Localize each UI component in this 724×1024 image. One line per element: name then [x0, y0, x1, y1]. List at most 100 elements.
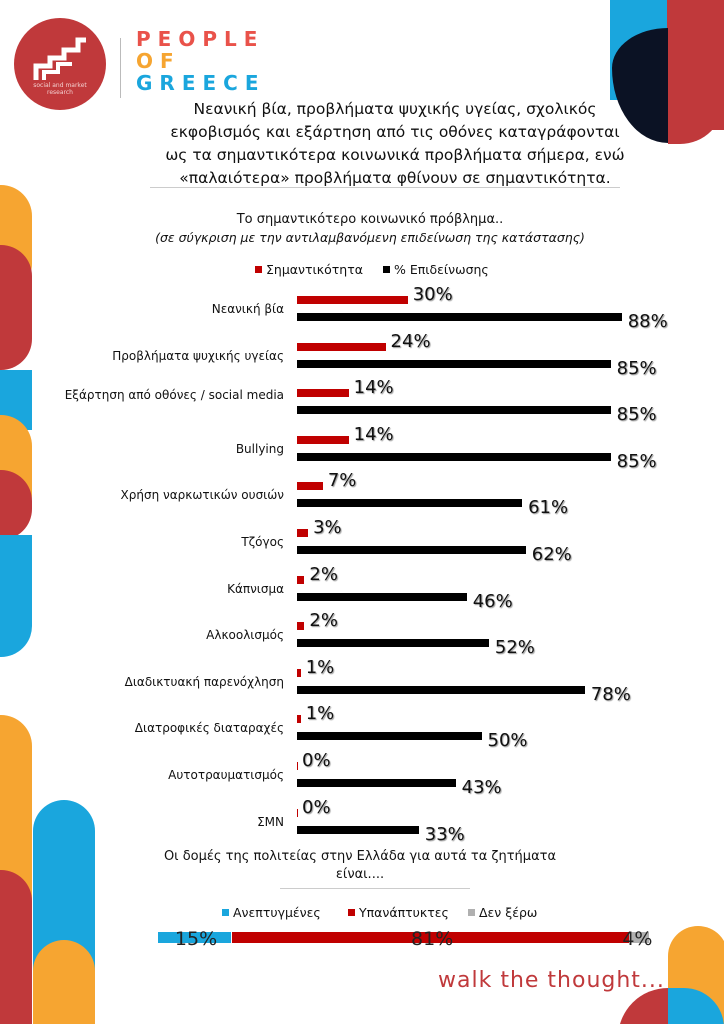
legend-item-worsening: % Επιδείνωσης [383, 262, 489, 277]
worsening-bar [297, 546, 526, 554]
chart-subtitle: (σε σύγκριση με την αντιλαμβανόμενη επιδ… [155, 230, 585, 245]
importance-bar [297, 482, 323, 491]
category-label: Τζόγος [241, 535, 284, 549]
worsening-value-label: 78% [590, 683, 631, 705]
logo-divider [120, 38, 121, 98]
structures-segment-label: 81% [411, 928, 454, 950]
importance-bar [297, 762, 298, 770]
legend-swatch [255, 266, 262, 273]
worsening-value-label: 43% [461, 777, 502, 798]
worsening-value-label: 46% [472, 590, 513, 612]
deco-left-blue-2 [0, 535, 32, 657]
chart-title: Το σημαντικότερο κοινωνικό πρόβλημα.. [236, 212, 504, 227]
category-label: Διατροφικές διαταραχές [134, 721, 284, 736]
category-label: Εξάρτηση από οθόνες / social media [64, 388, 284, 403]
brand-line-1: PEOPLE [136, 27, 265, 51]
importance-bar [297, 389, 349, 398]
category-label: Αυτοτραυματισμός [168, 768, 284, 782]
tagline: walk the thought... [438, 968, 665, 993]
worsening-value-label: 88% [627, 311, 668, 332]
importance-bar [297, 435, 349, 444]
importance-bar [297, 575, 305, 584]
structures-segment-label: 4% [622, 928, 653, 950]
legend-swatch [348, 909, 355, 916]
worsening-bar [297, 406, 611, 415]
structures-title-divider [280, 888, 470, 889]
legend-label: Υπανάπτυκτες [359, 905, 449, 920]
importance-value-label: 30% [412, 284, 453, 305]
legend-label: Σημαντικότητα [266, 262, 363, 277]
structures-segment [231, 932, 630, 943]
worsening-value-label: 61% [528, 497, 569, 519]
worsening-value-label: 62% [531, 544, 572, 565]
structures-segment [158, 932, 231, 943]
worsening-value-label: 85% [616, 404, 657, 426]
category-label: Bullying [235, 441, 284, 456]
structures-legend-item: Δεν ξέρω [468, 905, 537, 920]
deco-left-red-3 [0, 870, 32, 1024]
worsening-bar [297, 779, 456, 787]
worsening-value-label: 52% [494, 637, 535, 659]
category-label: Διαδικτυακή παρενόχληση [124, 674, 284, 689]
category-label: Χρήση ναρκωτικών ουσιών [120, 488, 284, 503]
importance-value-label: 1% [305, 703, 335, 725]
importance-value-label: 14% [353, 423, 394, 445]
worsening-bar [297, 825, 419, 834]
brand-line-3: GREECE [136, 71, 266, 95]
importance-bar [297, 668, 301, 677]
worsening-bar [297, 732, 482, 741]
worsening-bar [297, 499, 523, 508]
legend-label: % Επιδείνωσης [394, 262, 489, 277]
importance-bar [297, 296, 408, 304]
brand-line-2: OF [136, 49, 181, 73]
importance-value-label: 24% [390, 330, 431, 352]
importance-bar [297, 622, 305, 631]
legend-swatch [383, 266, 390, 273]
importance-value-label: 1% [305, 656, 335, 678]
headline-divider [150, 187, 620, 188]
worsening-bar [297, 639, 489, 648]
legend-swatch [468, 909, 475, 916]
structures-legend-item: Υπανάπτυκτες [348, 905, 449, 920]
category-label: Αλκοολισμός [206, 628, 284, 643]
worsening-value-label: 33% [424, 823, 465, 845]
company-logo [14, 18, 106, 110]
worsening-value-label: 50% [487, 730, 528, 752]
worsening-value-label: 85% [616, 450, 657, 472]
legend-swatch [222, 909, 229, 916]
logo-mark-icon [33, 37, 86, 80]
importance-bar [297, 808, 298, 817]
worsening-bar [297, 452, 611, 461]
importance-bar [297, 715, 301, 724]
structures-segment-label: 15% [174, 928, 218, 950]
importance-value-label: 0% [302, 750, 331, 771]
structures-chart-title: Οι δομές της πολιτείας στην Ελλάδα για α… [163, 849, 557, 882]
category-label: ΣΜΝ [257, 814, 284, 829]
legend-label: Δεν ξέρω [479, 905, 538, 920]
deco-bottom-right-red [618, 988, 668, 1024]
importance-value-label: 0% [302, 796, 331, 818]
structures-legend-item: Ανεπτυγμένες [222, 905, 321, 920]
worsening-bar [297, 592, 467, 601]
importance-value-label: 2% [309, 610, 338, 632]
category-label: Προβλήματα ψυχικής υγείας [112, 348, 284, 363]
category-label: Νεανική βία [211, 302, 284, 316]
category-label: Κάπνισμα [227, 581, 284, 596]
importance-bar [297, 529, 309, 537]
structures-segment [630, 932, 649, 943]
importance-bar [297, 342, 386, 351]
worsening-bar [297, 313, 622, 321]
legend-label: Ανεπτυγμένες [233, 905, 321, 920]
importance-value-label: 2% [309, 563, 338, 585]
legend-item-importance: Σημαντικότητα [255, 262, 363, 277]
headline: Νεανική βία, προβλήματα ψυχικής υγείας, … [165, 100, 625, 187]
importance-value-label: 7% [327, 470, 357, 492]
worsening-value-label: 85% [616, 357, 657, 379]
importance-value-label: 14% [353, 377, 394, 399]
deco-top-right-red-round [668, 100, 724, 144]
deco-left-orange-4 [33, 940, 95, 1024]
worsening-bar [297, 685, 585, 694]
logo-subtitle: social and market research [33, 82, 87, 96]
importance-value-label: 3% [313, 517, 342, 538]
